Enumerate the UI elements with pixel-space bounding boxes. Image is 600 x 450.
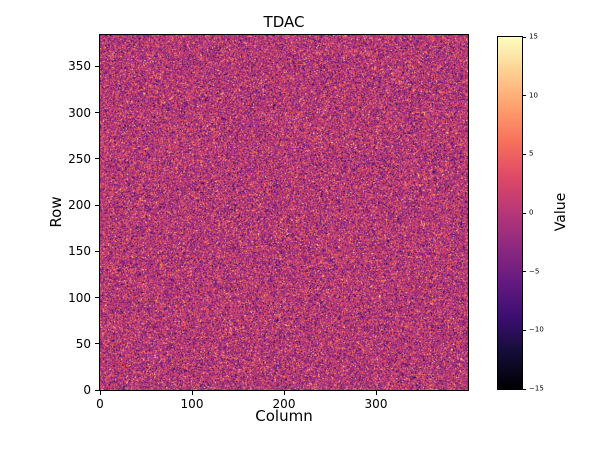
y-tick-mark: [95, 297, 99, 299]
y-tick-mark: [95, 158, 99, 160]
x-tick-label: 200: [272, 397, 296, 411]
y-tick-mark: [95, 65, 99, 67]
x-tick-label: 0: [96, 397, 104, 411]
y-tick-mark: [95, 204, 99, 206]
y-tick-label: 300: [68, 105, 91, 120]
y-tick-mark: [95, 112, 99, 114]
colorbar-label: Value: [553, 192, 569, 232]
x-tick-mark: [99, 391, 101, 395]
x-tick-mark: [283, 391, 285, 395]
colorbar-canvas: [498, 37, 522, 389]
y-tick-label: 0: [83, 383, 91, 397]
colorbar-tick-label: 5: [529, 149, 534, 158]
y-tick-label: 250: [68, 151, 91, 166]
colorbar-tick-label: −15: [529, 384, 544, 393]
colorbar-tick-label: 10: [529, 91, 538, 100]
y-tick-label: 150: [68, 244, 91, 259]
colorbar-tick-mark: [523, 388, 526, 390]
colorbar-tick-label: 0: [529, 208, 534, 217]
y-axis-label: Row: [47, 196, 65, 228]
y-tick-label: 200: [68, 198, 91, 213]
colorbar-tick-mark: [523, 36, 526, 38]
x-tick-mark: [191, 391, 193, 395]
y-tick-mark: [95, 250, 99, 252]
y-tick-mark: [95, 389, 99, 391]
colorbar-tick-label: 15: [529, 32, 538, 41]
heatmap-canvas: [100, 35, 468, 390]
y-tick-mark: [95, 343, 99, 345]
colorbar-tick-mark: [523, 329, 526, 331]
colorbar-tick-mark: [523, 271, 526, 273]
plot-area: [99, 34, 469, 391]
x-tick-label: 300: [364, 397, 388, 411]
chart-title: TDAC: [263, 13, 305, 31]
y-tick-label: 350: [68, 59, 91, 74]
colorbar-tick-label: −5: [529, 267, 540, 276]
x-tick-mark: [375, 391, 377, 395]
y-tick-label: 100: [68, 290, 91, 305]
colorbar-tick-mark: [523, 153, 526, 155]
colorbar: [497, 36, 523, 390]
x-axis-label: Column: [255, 407, 313, 425]
y-tick-label: 50: [75, 336, 91, 351]
colorbar-tick-mark: [523, 95, 526, 97]
colorbar-tick-label: −10: [529, 325, 544, 334]
x-tick-label: 100: [180, 397, 204, 411]
colorbar-tick-mark: [523, 212, 526, 214]
